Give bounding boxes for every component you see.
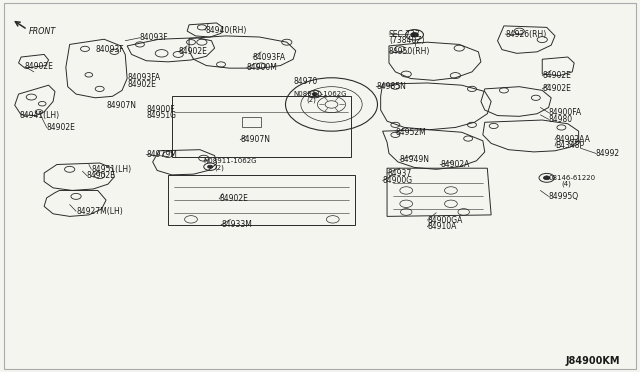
Text: N08911-1062G: N08911-1062G [204,158,257,164]
Text: (73840Z): (73840Z) [389,36,424,45]
Text: 84902E: 84902E [87,171,116,180]
Text: 84900GA: 84900GA [428,216,463,225]
Circle shape [207,165,212,168]
Text: 84907N: 84907N [240,135,270,144]
Text: 84910A: 84910A [428,222,457,231]
Text: 84985N: 84985N [376,82,406,91]
Text: 84995Q: 84995Q [548,192,579,201]
Text: 84980: 84980 [548,115,573,124]
Text: N08911-1062G: N08911-1062G [293,91,347,97]
Text: 84902E: 84902E [47,123,76,132]
Text: 08146-61220: 08146-61220 [548,175,596,181]
Text: 84902E: 84902E [178,47,207,56]
Circle shape [411,33,419,37]
Text: J84900KM: J84900KM [566,356,620,366]
Text: 84927M(LH): 84927M(LH) [76,207,123,216]
Text: 84902E: 84902E [542,71,571,80]
Text: 84902A: 84902A [440,160,469,169]
Circle shape [543,176,550,180]
Text: 84951G: 84951G [147,111,176,120]
Text: 84902E: 84902E [127,80,156,89]
Text: 84937: 84937 [387,169,412,177]
Text: 84950(RH): 84950(RH) [389,47,430,56]
Text: 84933M: 84933M [221,221,252,230]
Text: (2): (2) [214,164,225,171]
Text: 84949N: 84949N [400,155,430,164]
Text: 84970: 84970 [293,77,317,86]
Text: 84902AA: 84902AA [555,135,590,144]
Text: B4348P: B4348P [555,141,584,151]
Text: 84093F: 84093F [95,45,124,54]
Text: 84941(LH): 84941(LH) [20,111,60,120]
Text: 84900G: 84900G [383,176,413,185]
Text: 84940(RH): 84940(RH) [205,26,246,35]
Text: 84902E: 84902E [219,195,248,203]
Text: SEC.737: SEC.737 [389,29,420,39]
Text: 84902E: 84902E [542,84,571,93]
Text: (4): (4) [561,181,572,187]
Text: 84907N: 84907N [106,101,136,110]
Text: 84902E: 84902E [25,62,54,71]
Text: 84992: 84992 [596,149,620,158]
Text: 84093FA: 84093FA [253,52,286,61]
Text: 84951(LH): 84951(LH) [92,165,131,174]
Text: (2): (2) [306,97,316,103]
Text: 84926(RH): 84926(RH) [505,29,547,39]
Text: FRONT: FRONT [29,26,56,36]
Text: 84093F: 84093F [140,33,168,42]
Text: 84093FA: 84093FA [127,73,160,82]
Circle shape [312,93,317,96]
Text: 84900FA: 84900FA [548,108,582,117]
Text: 84979M: 84979M [147,150,177,159]
Text: 84952M: 84952M [396,128,426,137]
Text: 84900M: 84900M [246,63,277,72]
Text: 84900F: 84900F [147,105,175,114]
